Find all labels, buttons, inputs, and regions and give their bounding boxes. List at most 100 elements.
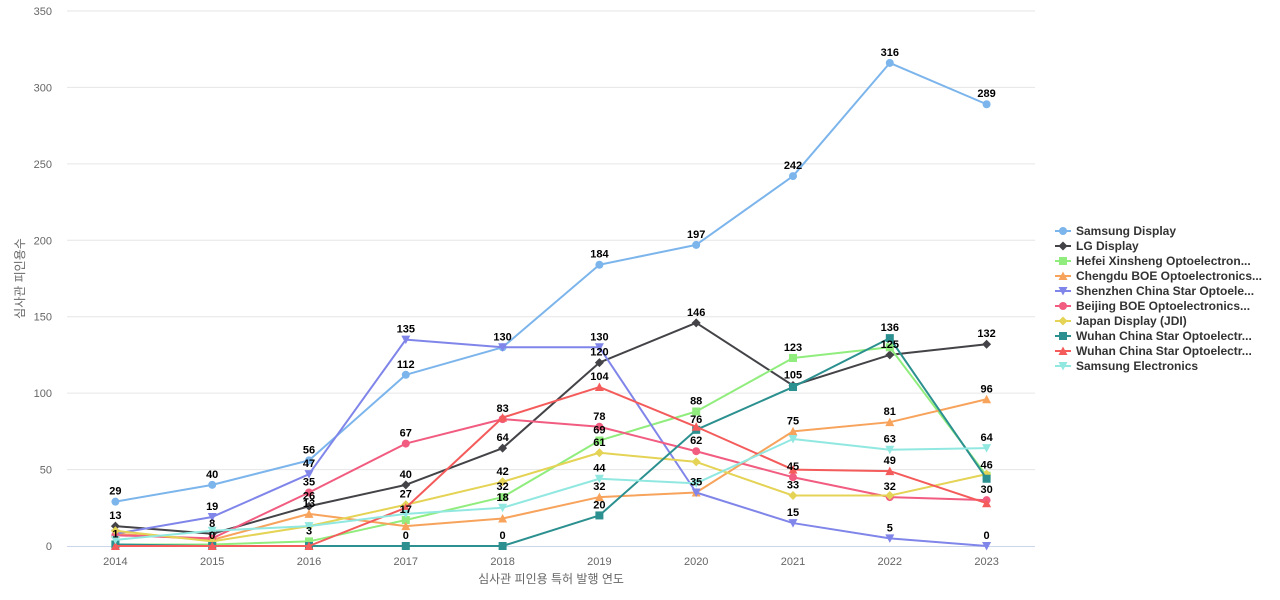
data-point	[594, 492, 604, 502]
data-label: 47	[303, 458, 315, 470]
series-8	[111, 334, 991, 550]
series-4	[110, 394, 992, 544]
data-label: 104	[590, 371, 609, 383]
legend-symbol-marker	[1059, 257, 1067, 265]
data-label: 289	[977, 88, 995, 100]
data-label: 81	[884, 406, 896, 418]
data-point	[305, 456, 313, 465]
y-tick-label: 200	[34, 235, 52, 247]
data-label: 13	[303, 498, 315, 510]
data-point	[692, 447, 701, 456]
legend-symbol-marker	[1058, 316, 1068, 326]
data-point	[498, 493, 507, 502]
legend-item[interactable]: Chengdu BOE Optoelectronics...	[1055, 269, 1262, 283]
data-label: 32	[593, 481, 605, 493]
data-label: 49	[884, 455, 896, 467]
series-line	[114, 418, 988, 540]
data-point	[789, 383, 797, 392]
data-point	[401, 521, 411, 531]
y-axis-ticks: 0 50 100 150 200 250 300 350	[34, 6, 52, 553]
data-point	[110, 521, 120, 531]
data-label: 35	[690, 477, 702, 489]
legend-label: Beijing BOE Optoelectronics...	[1076, 299, 1250, 313]
x-tick-label: 2023	[974, 556, 998, 568]
x-tick-label: 2021	[781, 556, 805, 568]
data-point	[789, 353, 797, 362]
data-label: 35	[303, 477, 315, 489]
data-label: 78	[593, 411, 605, 423]
data-point	[498, 503, 508, 513]
data-point	[594, 448, 604, 458]
legend-symbol-marker	[1058, 241, 1068, 251]
data-point	[982, 394, 992, 404]
data-label: 146	[687, 307, 705, 319]
data-point	[885, 334, 894, 343]
legend-label: Hefei Xinsheng Optoelectron...	[1076, 254, 1251, 268]
data-point	[691, 488, 701, 497]
data-label: 83	[496, 403, 508, 415]
data-point	[111, 497, 120, 506]
series-line	[114, 451, 988, 543]
legend-item[interactable]: Samsung Electronics	[1055, 359, 1198, 373]
legend-item[interactable]: LG Display	[1055, 239, 1139, 253]
legend-label: Wuhan China Star Optoelectr...	[1076, 344, 1252, 358]
data-point	[691, 318, 701, 328]
data-point	[595, 260, 604, 269]
data-point	[982, 444, 992, 453]
series-line	[114, 346, 988, 546]
legend-item[interactable]: Beijing BOE Optoelectronics...	[1055, 299, 1250, 313]
data-point	[305, 488, 313, 497]
data-point	[498, 513, 508, 523]
data-label: 8	[209, 518, 215, 530]
data-label: 316	[881, 47, 899, 59]
legend-item[interactable]: Japan Display (JDI)	[1055, 314, 1187, 328]
data-point	[304, 509, 314, 518]
data-label: 19	[206, 501, 218, 513]
y-tick-label: 50	[40, 465, 52, 477]
series-5	[110, 335, 992, 551]
data-label: 135	[397, 324, 415, 336]
data-point	[982, 498, 992, 508]
data-label: 44	[593, 463, 606, 475]
data-label: 62	[690, 435, 702, 447]
data-label: 30	[980, 484, 992, 496]
series-line	[114, 398, 988, 541]
data-point	[788, 519, 798, 528]
series-line	[114, 321, 988, 535]
y-tick-label: 100	[34, 388, 52, 400]
data-point	[594, 343, 604, 352]
data-label: 136	[881, 322, 899, 334]
data-label: 3	[306, 525, 312, 537]
data-point	[304, 470, 314, 479]
data-label: 120	[590, 347, 608, 359]
legend-label: Samsung Electronics	[1076, 359, 1198, 373]
data-point	[498, 343, 508, 352]
data-point	[401, 335, 411, 345]
data-point	[305, 537, 313, 546]
data-point	[885, 466, 895, 476]
data-point	[207, 512, 217, 522]
data-label: 0	[984, 530, 990, 542]
legend-symbol-marker	[1058, 271, 1068, 280]
legend-item[interactable]: Samsung Display	[1055, 224, 1176, 238]
y-tick-label: 150	[34, 312, 52, 324]
data-point	[595, 422, 604, 431]
series-6	[111, 415, 991, 543]
legend-item[interactable]: Wuhan China Star Optoelectr...	[1055, 344, 1252, 358]
data-point	[401, 542, 410, 550]
data-label: 13	[109, 510, 121, 522]
data-label: 40	[206, 469, 218, 481]
data-label: 112	[397, 359, 415, 371]
data-label: 125	[881, 339, 899, 351]
data-point	[692, 407, 701, 416]
data-point	[594, 382, 604, 392]
x-tick-label: 2015	[200, 556, 224, 568]
data-label: 32	[884, 481, 896, 493]
legend-item[interactable]: Wuhan China Star Optoelectr...	[1055, 329, 1252, 343]
data-point	[982, 474, 991, 483]
legend-item[interactable]: Shenzhen China Star Optoele...	[1055, 284, 1254, 298]
data-point	[691, 422, 701, 431]
data-label: 18	[496, 492, 508, 504]
legend-item[interactable]: Hefei Xinsheng Optoelectron...	[1055, 254, 1251, 268]
